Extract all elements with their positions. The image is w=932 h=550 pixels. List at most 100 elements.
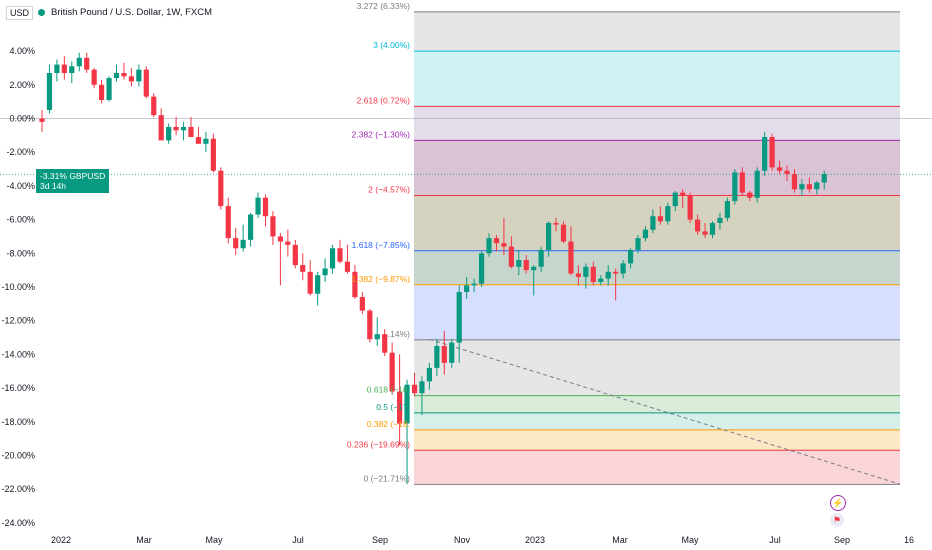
- candle-body: [776, 167, 783, 171]
- candle-body: [367, 310, 373, 340]
- candle-body: [553, 222, 559, 225]
- currency-label[interactable]: USD: [6, 6, 34, 20]
- candle-body: [434, 345, 440, 368]
- candle-body: [166, 126, 172, 141]
- candle-body: [613, 271, 619, 274]
- candle-body: [426, 367, 432, 382]
- candle-body: [821, 174, 827, 183]
- badge-symbol: GBPUSD: [69, 171, 106, 181]
- y-tick-label: 4.00%: [9, 46, 35, 56]
- candle-body: [754, 170, 760, 198]
- fib-zone: [414, 339, 900, 396]
- candle-body: [322, 268, 328, 276]
- candle-body: [627, 249, 634, 264]
- fib-zone: [414, 450, 900, 485]
- candle-body: [471, 283, 477, 286]
- y-tick-label: -22.00%: [1, 484, 35, 494]
- candle-body: [359, 297, 365, 311]
- x-tick-label: May: [205, 535, 223, 545]
- fib-level-label: 0.382 (−18.: [367, 419, 410, 429]
- candle-body: [180, 126, 187, 131]
- fib-zone: [414, 51, 900, 107]
- candle-body: [151, 96, 157, 116]
- candle-body: [523, 260, 529, 271]
- fib-level-label: 0.618 (−16.: [367, 385, 410, 395]
- candle-body: [69, 66, 75, 74]
- candle-body: [128, 76, 134, 82]
- candle-body: [173, 126, 179, 131]
- candle-body: [39, 118, 45, 122]
- candle-body: [419, 381, 425, 394]
- candle-body: [814, 182, 820, 190]
- candle-body: [650, 216, 656, 230]
- candle-body: [784, 170, 790, 175]
- candle-body: [255, 197, 261, 215]
- candle-body: [84, 57, 90, 70]
- candle-body: [456, 292, 462, 343]
- fib-zone: [414, 140, 900, 196]
- fib-level-label: 1.618 (−7.85%): [352, 240, 411, 250]
- candle-body: [188, 126, 194, 138]
- x-tick-label: May: [681, 535, 699, 545]
- candle-body: [464, 285, 470, 293]
- candle-body: [210, 138, 216, 171]
- candle-body: [575, 273, 581, 277]
- fib-zone: [414, 11, 900, 52]
- fib-level-label: .14%): [388, 329, 410, 339]
- x-tick-label: Sep: [834, 535, 850, 545]
- candle-body: [91, 69, 97, 85]
- fib-level-label: 2 (−4.57%): [368, 185, 410, 195]
- y-tick-label: 0.00%: [9, 114, 35, 124]
- candle-body: [404, 384, 410, 424]
- fib-level-label: 3.272 (6.33%): [357, 1, 411, 11]
- candle-body: [203, 138, 209, 144]
- candle-body: [449, 342, 455, 363]
- y-tick-label: -4.00%: [6, 181, 35, 191]
- candle-body: [233, 238, 239, 249]
- lightning-icon[interactable]: ⚡: [830, 495, 846, 511]
- y-tick-label: -24.00%: [1, 518, 35, 528]
- candle-body: [106, 78, 112, 100]
- price-badge: -3.31% GBPUSD 3d 14h: [36, 169, 110, 193]
- candle-body: [158, 115, 164, 141]
- candle-body: [285, 241, 291, 245]
- y-tick-label: -8.00%: [6, 248, 35, 258]
- candle-body: [747, 192, 753, 198]
- candle-body: [762, 137, 768, 171]
- chart-title: British Pound / U.S. Dollar, 1W, FXCM: [38, 7, 212, 18]
- candle-body: [739, 172, 745, 193]
- x-tick-label: Jul: [769, 535, 781, 545]
- y-tick-label: -12.00%: [1, 316, 35, 326]
- fib-zone: [414, 106, 900, 141]
- y-tick-label: -14.00%: [1, 349, 35, 359]
- candle-body: [270, 216, 276, 237]
- candle-body: [680, 192, 686, 197]
- candle-body: [531, 266, 537, 271]
- fib-zone: [414, 412, 900, 430]
- candle-body: [769, 137, 775, 168]
- candle-body: [724, 201, 730, 218]
- candle-body: [598, 278, 604, 282]
- candle-body: [620, 263, 626, 274]
- us-flag-icon[interactable]: ⚑: [830, 513, 844, 527]
- x-tick-label: 16: [904, 535, 914, 545]
- x-tick-label: Nov: [454, 535, 471, 545]
- fib-zone: [414, 250, 900, 285]
- candle-body: [315, 275, 321, 294]
- candle-body: [307, 271, 313, 294]
- candle-body: [665, 206, 671, 222]
- candle-body: [806, 184, 812, 190]
- candle-body: [642, 229, 649, 239]
- candle-body: [136, 69, 142, 82]
- y-tick-label: -10.00%: [1, 282, 35, 292]
- candle-body: [121, 73, 127, 77]
- candle-body: [218, 170, 224, 207]
- candle-body: [538, 249, 544, 267]
- candle-body: [277, 236, 283, 242]
- candle-body: [262, 197, 269, 217]
- x-tick-label: Jul: [292, 535, 304, 545]
- candle-body: [300, 265, 306, 272]
- y-tick-label: -16.00%: [1, 383, 35, 393]
- candle-body: [441, 345, 447, 363]
